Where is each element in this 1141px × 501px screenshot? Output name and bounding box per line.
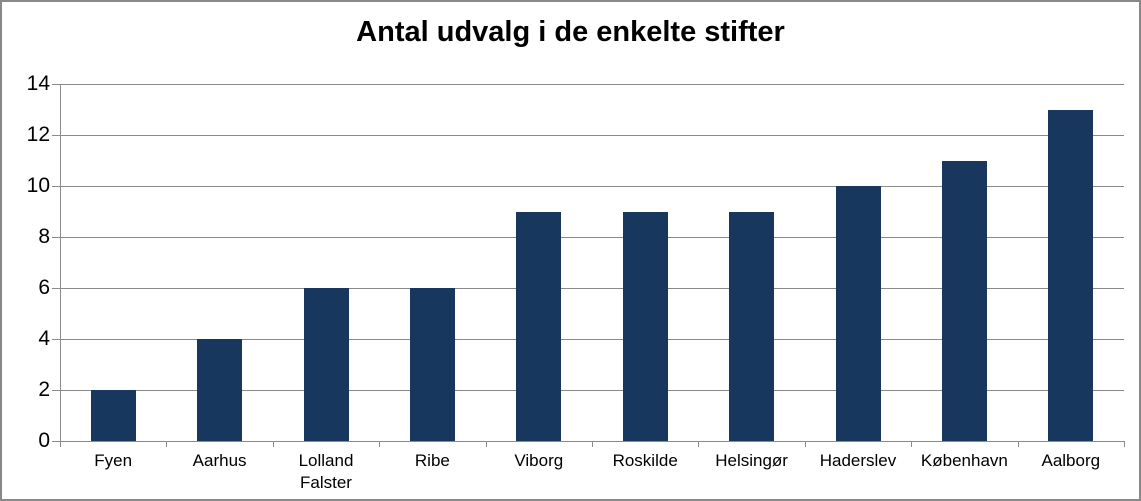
x-axis-tick bbox=[911, 441, 913, 447]
gridline bbox=[60, 84, 1124, 85]
x-axis-tick bbox=[272, 441, 274, 447]
y-axis-tick-label: 4 bbox=[38, 327, 50, 350]
y-axis-tick bbox=[52, 288, 68, 289]
y-axis-tick bbox=[52, 135, 68, 136]
bar bbox=[941, 160, 987, 441]
bar bbox=[729, 211, 775, 441]
x-axis-category-label: Aarhus bbox=[192, 451, 247, 470]
gridline bbox=[60, 135, 1124, 136]
x-axis-tick bbox=[1124, 441, 1125, 447]
gridline bbox=[60, 288, 1124, 289]
y-axis-tick bbox=[52, 339, 68, 340]
x-axis-tick bbox=[592, 441, 593, 447]
y-axis-tick-label: 8 bbox=[38, 225, 50, 248]
bar bbox=[516, 211, 562, 441]
y-axis-tick-label: 0 bbox=[38, 429, 50, 452]
gridline bbox=[60, 237, 1124, 238]
x-axis-tick bbox=[804, 441, 806, 447]
bar bbox=[1048, 109, 1094, 441]
gridline bbox=[60, 339, 1124, 340]
y-axis-tick-label: 6 bbox=[38, 276, 50, 299]
x-axis-tick bbox=[698, 441, 700, 447]
y-axis-line bbox=[60, 84, 61, 441]
y-axis-tick-label: 12 bbox=[26, 123, 50, 146]
y-axis-tick bbox=[52, 390, 68, 391]
x-axis-category-label: Fyen bbox=[94, 451, 133, 470]
x-axis-category-label: Ribe bbox=[414, 451, 450, 470]
x-axis-category-label: Lolland Falster bbox=[298, 451, 354, 492]
y-axis-tick-label: 10 bbox=[26, 174, 50, 197]
gridline bbox=[60, 390, 1124, 391]
x-axis-category-label: Viborg bbox=[514, 451, 564, 470]
y-axis-tick bbox=[52, 237, 68, 238]
x-axis-tick bbox=[166, 441, 168, 447]
gridline bbox=[60, 186, 1124, 187]
y-axis-tick-label: 14 bbox=[26, 72, 50, 95]
bar bbox=[197, 339, 243, 441]
x-axis-tick bbox=[379, 441, 381, 447]
bar bbox=[90, 390, 136, 441]
bar bbox=[622, 211, 668, 441]
bar bbox=[409, 288, 455, 441]
y-axis-tick bbox=[52, 186, 68, 187]
x-axis-tick bbox=[1017, 441, 1019, 447]
x-axis-category-label: Roskilde bbox=[612, 451, 678, 470]
x-axis-category-label: Haderslev bbox=[819, 451, 897, 470]
bar bbox=[835, 186, 881, 441]
x-axis-category-label: København bbox=[920, 451, 1008, 470]
x-axis-category-label: Helsingør bbox=[715, 451, 788, 470]
x-axis-category-label: Aalborg bbox=[1041, 451, 1101, 470]
bar bbox=[303, 288, 349, 441]
x-axis-tick bbox=[60, 441, 61, 447]
x-axis-tick bbox=[485, 441, 487, 447]
y-axis-tick bbox=[52, 84, 68, 85]
y-axis-tick-label: 2 bbox=[38, 378, 50, 401]
chart-title: Antal udvalg i de enkelte stifter bbox=[356, 16, 785, 48]
